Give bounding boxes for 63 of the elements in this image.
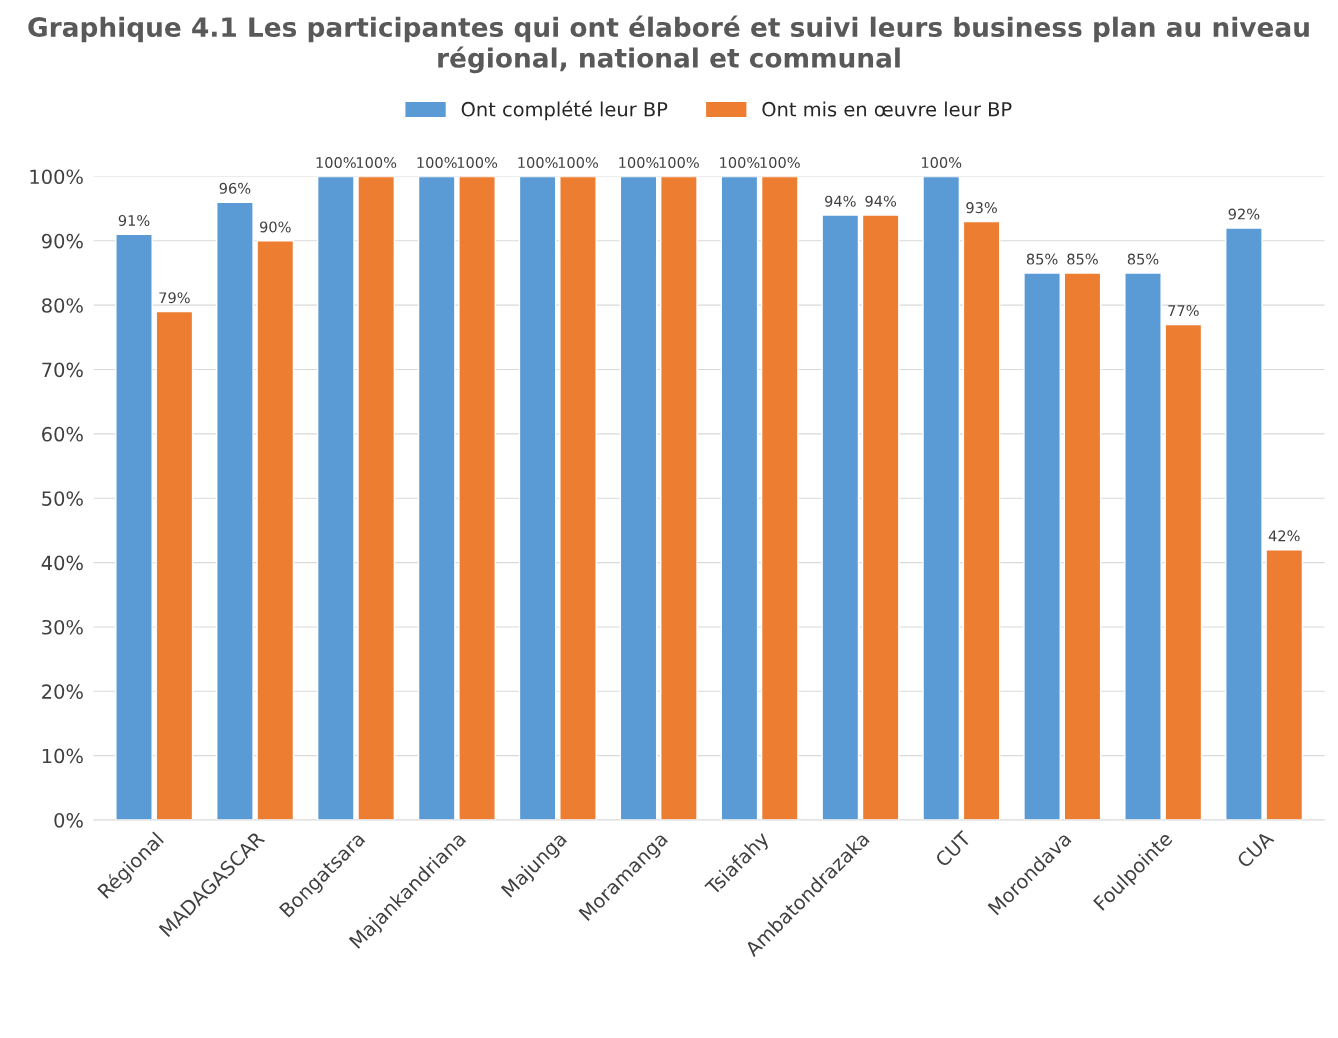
data-label: 100% bbox=[518, 157, 558, 169]
data-label: 94% bbox=[865, 195, 897, 207]
bar bbox=[922, 176, 961, 821]
x-tick-label: CUA bbox=[1236, 830, 1275, 869]
y-tick-label: 20% bbox=[42, 684, 83, 699]
y-tick-label: 40% bbox=[41, 555, 83, 571]
bar bbox=[559, 176, 597, 821]
data-label: 100% bbox=[417, 157, 457, 169]
data-label: 77% bbox=[1168, 305, 1199, 317]
bar bbox=[256, 240, 295, 821]
data-label: 94% bbox=[825, 195, 856, 207]
bar bbox=[518, 176, 557, 821]
legend-label: Ont complété leur BP bbox=[461, 100, 668, 121]
data-label: 85% bbox=[1067, 253, 1098, 265]
y-tick-label: 30% bbox=[42, 619, 83, 635]
y-tick-label: 70% bbox=[42, 362, 83, 378]
y-tick-label: 10% bbox=[42, 748, 83, 764]
legend-label: Ont mis en œuvre leur BP bbox=[762, 101, 1012, 117]
bar bbox=[316, 176, 355, 821]
bar bbox=[619, 176, 658, 821]
y-tick-label: 90% bbox=[41, 233, 83, 249]
bar bbox=[821, 214, 860, 821]
y-tick-label: 60% bbox=[42, 426, 83, 442]
bar bbox=[660, 176, 698, 821]
data-label: 100% bbox=[316, 157, 356, 169]
bar bbox=[760, 176, 799, 821]
data-label: 91% bbox=[118, 214, 150, 226]
bar bbox=[1265, 549, 1304, 821]
data-label: 100% bbox=[720, 157, 760, 169]
data-label: 100% bbox=[921, 157, 962, 169]
bar bbox=[417, 176, 456, 821]
data-label: 100% bbox=[457, 157, 498, 169]
data-label: 100% bbox=[760, 157, 800, 169]
bar bbox=[1225, 227, 1263, 821]
bar bbox=[155, 310, 194, 821]
bar bbox=[720, 176, 759, 821]
bar bbox=[357, 176, 396, 821]
bar bbox=[1124, 272, 1162, 821]
data-label: 100% bbox=[659, 157, 699, 169]
data-label: 100% bbox=[356, 157, 397, 169]
bar bbox=[861, 214, 900, 821]
y-tick-label: 80% bbox=[42, 298, 83, 313]
bar bbox=[1023, 272, 1061, 821]
y-tick-label: 50% bbox=[42, 491, 83, 506]
y-tick-label: 0% bbox=[54, 812, 83, 828]
bar bbox=[1164, 323, 1203, 821]
data-label: 100% bbox=[619, 157, 659, 169]
bar bbox=[962, 220, 1001, 821]
bar bbox=[1063, 272, 1102, 821]
data-label: 42% bbox=[1268, 530, 1300, 542]
bar bbox=[216, 201, 254, 821]
bar bbox=[115, 233, 153, 821]
data-label: 100% bbox=[558, 157, 599, 169]
bar bbox=[458, 176, 496, 821]
chart-title: Graphique 4.1 Les participantes qui ont élaboré et suivi leurs business plan au niveau régional, national et communal bbox=[28, 15, 1309, 74]
data-label: 85% bbox=[1026, 253, 1058, 265]
data-label: 96% bbox=[219, 182, 251, 194]
data-label: 93% bbox=[966, 202, 997, 214]
data-label: 79% bbox=[159, 292, 190, 304]
data-label: 90% bbox=[259, 221, 291, 233]
data-label: 85% bbox=[1127, 253, 1159, 265]
data-label: 92% bbox=[1228, 208, 1260, 220]
y-tick-label: 100% bbox=[30, 169, 83, 185]
